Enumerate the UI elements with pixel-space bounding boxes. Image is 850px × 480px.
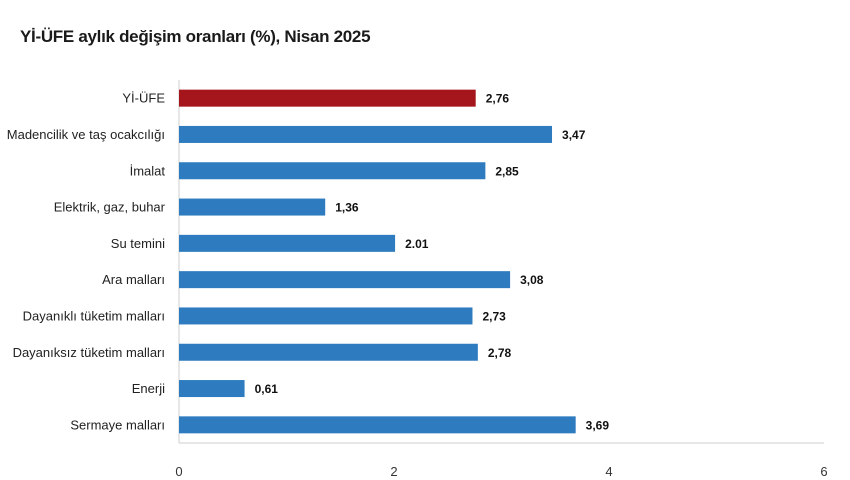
category-label: Enerji (132, 381, 165, 396)
bar (179, 343, 478, 361)
bar (179, 307, 473, 325)
data-label: 2,76 (486, 92, 510, 106)
category-label: Dayanıksız tüketim malları (13, 345, 165, 360)
bar (179, 380, 245, 398)
category-label: Ara malları (102, 272, 165, 287)
data-label: 2,73 (482, 309, 506, 323)
category-label: Sermaye malları (70, 417, 165, 432)
category-label: Elektrik, gaz, buhar (54, 200, 166, 215)
data-label: 3,47 (562, 128, 586, 142)
value-labels: 2,76 3,47 2,85 1,36 2.01 3,08 2,73 2,78 0,61 3,69 (255, 92, 610, 433)
x-axis-ticks: 0 2 4 6 (175, 464, 827, 479)
category-label: Madencilik ve taş ocakcılığı (7, 127, 165, 142)
bar (179, 162, 486, 180)
bar (179, 89, 476, 107)
category-labels: Yİ-ÜFE Madencilik ve taş ocakcılığı İmalat… (7, 91, 166, 433)
data-label: 3,08 (520, 273, 544, 287)
data-label: 2,85 (495, 164, 519, 178)
data-label: 0,61 (255, 382, 279, 396)
data-label: 1,36 (335, 201, 359, 215)
category-label: Yİ-ÜFE (122, 91, 165, 106)
bar (179, 271, 511, 289)
category-label: Su temini (111, 236, 165, 251)
x-tick-label: 6 (820, 464, 827, 479)
data-label: 3,69 (586, 418, 610, 432)
bar (179, 198, 326, 216)
category-label: İmalat (130, 163, 166, 178)
bar (179, 234, 396, 252)
data-label: 2.01 (405, 237, 429, 251)
bar (179, 416, 576, 434)
bar (179, 125, 553, 143)
data-label: 2,78 (488, 346, 512, 360)
category-label: Dayanıklı tüketim malları (23, 308, 165, 323)
x-tick-label: 2 (390, 464, 397, 479)
x-tick-label: 4 (605, 464, 612, 479)
x-tick-label: 0 (175, 464, 182, 479)
chart-title: Yİ-ÜFE aylık değişim oranları (%), Nisan… (20, 27, 371, 46)
chart-bars (179, 89, 576, 434)
